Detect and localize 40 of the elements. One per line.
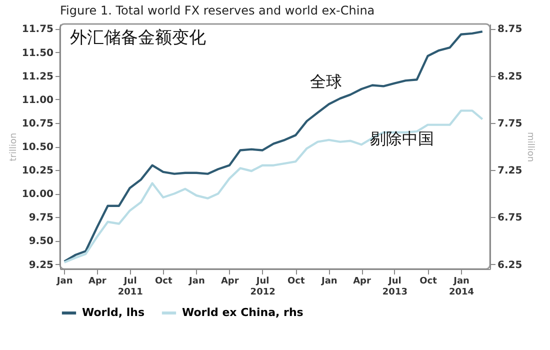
- x-tick-label: Jan 2014: [449, 276, 474, 298]
- y-tick-label: 11.75: [22, 24, 54, 36]
- y2-tick-label: 8.25: [498, 71, 522, 82]
- x-tick-label: Jul 2011: [118, 276, 143, 298]
- legend-label: World, lhs: [82, 306, 145, 319]
- line-series: [63, 30, 484, 263]
- x-tick-label: Jul 2013: [382, 276, 408, 298]
- x-tick-label: Oct: [287, 276, 306, 286]
- y2-tick-label: 7.25: [498, 166, 522, 177]
- y-axis-title: trillion: [8, 132, 19, 162]
- annotation: 剔除中国: [370, 130, 434, 148]
- y-tick-label: 11.00: [22, 94, 54, 106]
- x-tick-label: Jul 2012: [250, 276, 276, 298]
- x-tick-label: Apr: [353, 276, 372, 286]
- x-tick-label: Oct: [155, 276, 173, 286]
- legend-label: World ex China, rhs: [182, 306, 304, 319]
- y2-axis-title: million: [525, 132, 536, 162]
- x-tick-label: Jan: [56, 276, 73, 286]
- x-tick-label: Jan: [188, 276, 205, 286]
- annotation: 全球: [310, 73, 342, 91]
- y-tick-label: 11.25: [22, 71, 54, 82]
- y2-tick-label: 8.75: [498, 24, 522, 36]
- y-tick-label: 10.75: [22, 118, 54, 130]
- x-tick-label: Apr: [220, 276, 240, 286]
- y-tick-label: 9.25: [28, 260, 54, 271]
- y-tick-label: 9.75: [28, 212, 54, 224]
- y-tick-label: 10.25: [22, 166, 54, 177]
- x-tick-label: Apr: [88, 276, 107, 286]
- y-tick-label: 10.00: [22, 189, 54, 200]
- chart-title: Figure 1. Total world FX reserves and world ex-China: [60, 4, 375, 18]
- y2-tick-label: 6.75: [498, 212, 522, 224]
- y2-tick-label: 7.75: [498, 118, 522, 130]
- annotation: 外汇储备金额变化: [70, 28, 206, 47]
- y-tick-label: 10.50: [22, 142, 54, 153]
- x-tick-label: Jan: [320, 276, 338, 286]
- y-tick-label: 9.50: [28, 236, 54, 248]
- x-tick-label: Oct: [420, 276, 438, 286]
- line-series: [63, 110, 484, 264]
- y-tick-label: 11.50: [22, 48, 54, 59]
- y2-tick-label: 6.25: [498, 260, 522, 271]
